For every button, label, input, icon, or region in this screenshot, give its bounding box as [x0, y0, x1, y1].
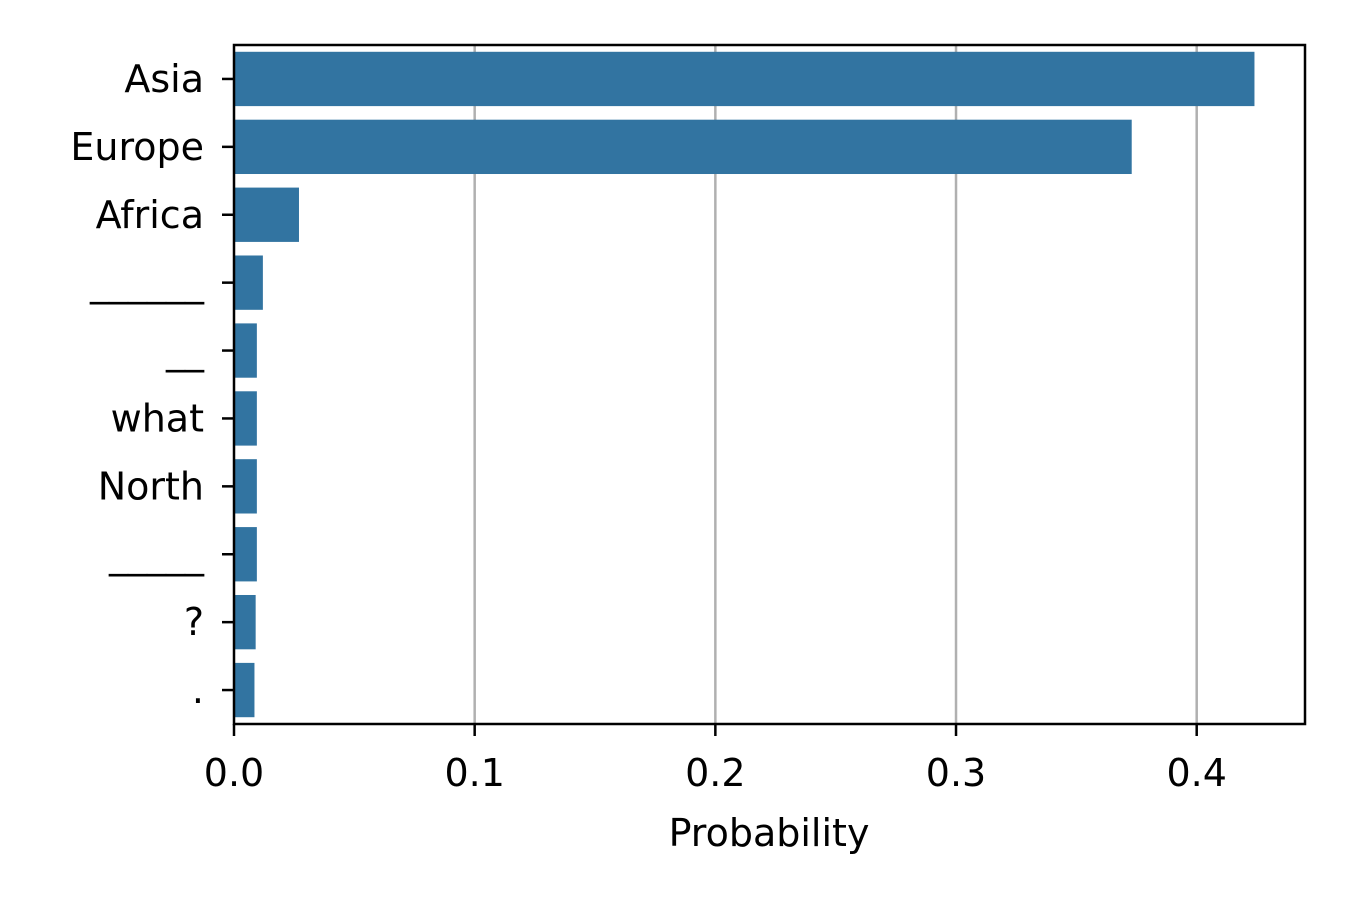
bar [234, 391, 257, 446]
y-tick-label: North [98, 464, 204, 508]
bars [234, 51, 1255, 718]
bar [234, 527, 257, 582]
y-tick-label: Africa [96, 193, 204, 237]
bar [234, 119, 1132, 175]
bar [234, 51, 1255, 107]
x-tick-label: 0.4 [1166, 751, 1226, 795]
x-tick-label: 0.0 [204, 751, 264, 795]
bar [234, 459, 257, 514]
bar [234, 594, 256, 650]
x-tick-label: 0.2 [685, 751, 745, 795]
x-tick-label: 0.1 [444, 751, 504, 795]
plot-frame [232, 43, 1307, 726]
y-tick-label: Europe [70, 125, 204, 169]
y-tick-label: _____ [108, 532, 205, 576]
y-tick-label: . [192, 668, 204, 712]
bar [234, 323, 257, 378]
bar [234, 187, 299, 242]
bar [234, 255, 263, 310]
y-tick-label: ? [184, 600, 204, 644]
y-tick-label: what [111, 396, 204, 440]
y-tick-label: __ [165, 329, 205, 373]
x-tick-label: 0.3 [926, 751, 986, 795]
y-tick-label: ______ [89, 261, 205, 305]
x-axis: 0.0 0.1 0.2 0.3 0.4 [204, 724, 1227, 795]
bar [234, 662, 255, 718]
y-tick-label: Asia [124, 57, 204, 101]
x-axis-title: Probability [669, 811, 870, 855]
